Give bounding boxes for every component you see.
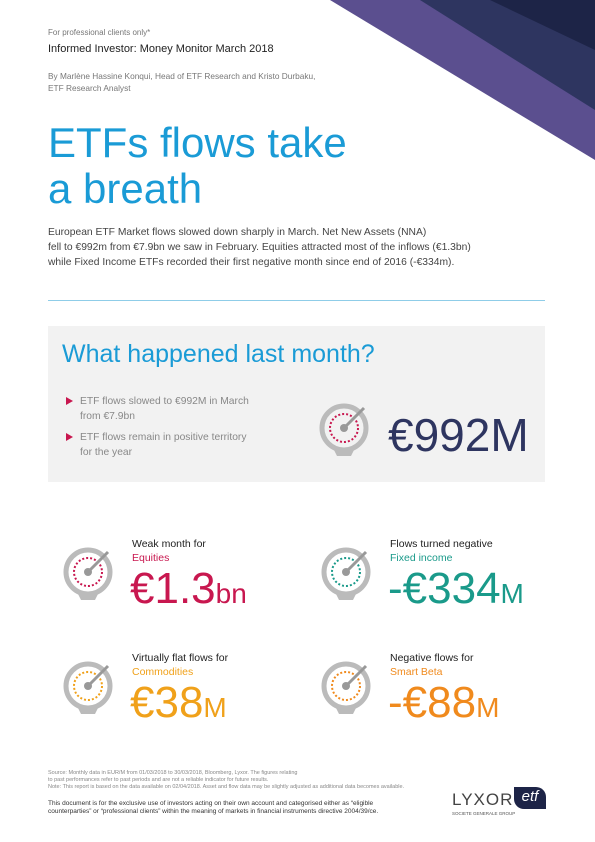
authors: By Marlène Hassine Konqui, Head of ETF R… <box>48 70 315 94</box>
gauge-needle <box>344 664 368 688</box>
card-number: €38 <box>130 678 204 727</box>
bullet-line: for the year <box>80 447 133 458</box>
card-number: €1.3 <box>130 564 216 613</box>
summary-figure: €992M <box>388 409 529 461</box>
card-unit: M <box>500 578 524 609</box>
notice: For professional clients only* <box>48 28 151 37</box>
intro-line: fell to €992m from €7.9bn we saw in Febr… <box>48 242 471 253</box>
card-figure: €1.3bn <box>130 564 247 614</box>
logo-brand: LYXOR <box>452 790 514 809</box>
gauge-icon <box>63 661 113 714</box>
summary-heading: What happened last month? <box>62 340 375 368</box>
card-unit: M <box>476 692 500 723</box>
summary-box: What happened last month? ETF flows slow… <box>48 326 545 482</box>
gauge-needle <box>86 550 110 574</box>
card: Weak month for Equities €1.3bn <box>60 538 320 648</box>
bullet-marker <box>66 433 73 441</box>
card: Virtually flat flows for Commodities €38… <box>60 652 320 762</box>
card-figure: -€88M <box>388 678 499 728</box>
card-label: Weak month for <box>132 538 206 550</box>
gauge-base <box>334 450 354 456</box>
author-line: ETF Research Analyst <box>48 83 131 93</box>
bullet-line: ETF flows remain in positive territory <box>80 432 247 443</box>
logo: LYXOR etf SOCIETE GENERALE GROUP <box>452 787 552 817</box>
gauge-needle <box>86 664 110 688</box>
card-segment: Equities <box>132 552 170 564</box>
logo-group: SOCIETE GENERALE GROUP <box>452 811 516 816</box>
card-segment: Smart Beta <box>390 666 443 678</box>
publication: Informed Investor: Money Monitor March 2… <box>48 43 274 55</box>
card: Negative flows for Smart Beta -€88M <box>318 652 578 762</box>
footnotes: Source: Monthly data in EUR/M from 01/03… <box>48 770 404 791</box>
footnote: to past performances refer to past perio… <box>48 777 269 783</box>
card-figure: €38M <box>130 678 227 728</box>
bullet-marker <box>66 397 73 405</box>
title-line: ETFs flows take <box>48 119 347 166</box>
intro-line: European ETF Market flows slowed down sh… <box>48 227 427 238</box>
gauge-hub <box>342 682 350 690</box>
gauge-hub <box>84 682 92 690</box>
gauge-base <box>336 594 356 600</box>
divider <box>48 300 545 301</box>
bullet-line: from €7.9bn <box>80 411 135 422</box>
author-line: By Marlène Hassine Konqui, Head of ETF R… <box>48 71 316 81</box>
bullet: ETF flows remain in positive territory fo… <box>66 430 247 460</box>
intro: European ETF Market flows slowed down sh… <box>48 225 471 270</box>
title-line: a breath <box>48 165 203 212</box>
card-segment: Commodities <box>132 666 194 678</box>
gauge-icon <box>321 547 371 600</box>
card-label: Flows turned negative <box>390 538 493 550</box>
gauge-needle <box>342 406 366 430</box>
corner-decoration <box>330 0 595 160</box>
gauge-scale <box>331 671 361 701</box>
footnote: Source: Monthly data in EUR/M from 01/03… <box>48 770 298 776</box>
gauge-base <box>336 708 356 714</box>
card-unit: M <box>203 692 227 723</box>
gauge-icon <box>63 547 113 600</box>
disclaimer: This document is for the exclusive use o… <box>48 800 378 816</box>
gauge-hub <box>84 568 92 576</box>
card-number: -€88 <box>388 678 477 727</box>
gauge-base <box>78 594 98 600</box>
card-label: Negative flows for <box>390 652 474 664</box>
title: ETFs flows take a breath <box>48 120 347 212</box>
logo-badge: etf <box>514 787 546 809</box>
footnote: Note: This report is based on the data a… <box>48 784 405 790</box>
card-label: Virtually flat flows for <box>132 652 229 664</box>
shape <box>490 0 595 50</box>
card-number: -€334 <box>388 564 501 613</box>
gauge-scale <box>73 671 103 701</box>
gauge-hub <box>340 424 348 432</box>
bullet-line: ETF flows slowed to €992M in March <box>80 396 249 407</box>
card: Flows turned negative Fixed income -€334… <box>318 538 578 648</box>
disclaimer-line: counterparties” or “professional clients… <box>48 808 379 815</box>
card-figure: -€334M <box>388 564 524 614</box>
gauge-needle <box>344 550 368 574</box>
gauge-scale <box>73 557 103 587</box>
intro-line: while Fixed Income ETFs recorded their f… <box>48 257 455 268</box>
bullet: ETF flows slowed to €992M in March from €… <box>66 394 249 424</box>
disclaimer-line: This document is for the exclusive use o… <box>48 800 374 807</box>
gauge-base <box>78 708 98 714</box>
card-segment: Fixed income <box>390 552 453 564</box>
gauge-icon <box>319 403 369 456</box>
gauge-hub <box>342 568 350 576</box>
card-unit: bn <box>215 578 247 609</box>
gauge-icon <box>321 661 371 714</box>
gauge-scale <box>329 413 359 443</box>
gauge-scale <box>331 557 361 587</box>
